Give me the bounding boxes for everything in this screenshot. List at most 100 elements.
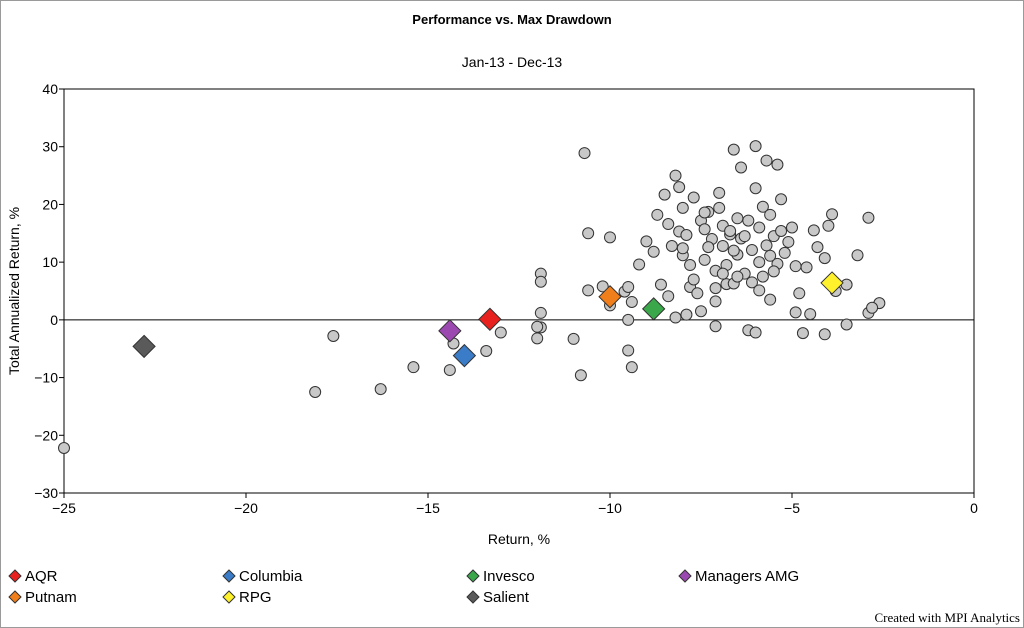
series-point-aqr: [478, 307, 502, 331]
peer-point: [680, 308, 693, 321]
peer-point: [753, 221, 766, 234]
peer-point: [789, 260, 802, 273]
peer-point: [771, 158, 784, 171]
peer-point: [735, 161, 748, 174]
peer-point: [749, 140, 762, 153]
peer-point: [818, 328, 831, 341]
series-point-salient: [132, 334, 156, 359]
legend-label: Managers AMG: [695, 568, 799, 585]
peer-point: [731, 212, 744, 225]
chart-title: Performance vs. Max Drawdown: [412, 12, 611, 27]
legend-label: Salient: [483, 589, 530, 606]
peer-point: [691, 287, 704, 300]
peer-point: [680, 229, 693, 242]
chart-subtitle: Jan-13 - Dec-13: [462, 54, 563, 70]
peer-point: [702, 241, 715, 254]
peer-point: [753, 284, 766, 297]
peer-point: [669, 169, 682, 182]
peer-point: [793, 287, 806, 300]
peer-point: [775, 193, 788, 206]
legend-marker: [466, 569, 480, 583]
peer-point: [531, 332, 544, 345]
legend-marker: [8, 569, 22, 583]
peer-point: [494, 326, 507, 339]
peer-point: [327, 330, 340, 343]
peer-point: [822, 219, 835, 232]
peer-point: [687, 273, 700, 286]
peer-point: [713, 201, 726, 214]
peer-point: [669, 311, 682, 324]
peer-point: [676, 242, 689, 255]
y-tick-label: 0: [50, 312, 58, 328]
peer-point: [531, 320, 544, 333]
peer-point: [407, 361, 420, 374]
x-tick-label: −10: [598, 500, 622, 516]
peer-point: [862, 211, 875, 224]
peer-point: [745, 276, 758, 289]
peer-point: [574, 369, 587, 382]
legend-marker: [222, 590, 236, 604]
peer-point: [742, 214, 755, 227]
peer-point: [756, 270, 769, 283]
peer-point: [716, 239, 729, 252]
peer-point: [709, 320, 722, 333]
peer-point: [749, 182, 762, 195]
peer-point: [804, 308, 817, 321]
peer-point: [826, 208, 839, 221]
plot-area: [63, 88, 975, 494]
series-point-managers-amg: [438, 319, 462, 343]
peer-point: [745, 244, 758, 257]
peer-point: [840, 318, 853, 331]
peer-point: [789, 306, 802, 319]
peer-point: [534, 275, 547, 288]
peer-point: [760, 239, 773, 252]
peer-point: [731, 270, 744, 283]
peer-point: [800, 261, 813, 274]
legend: AQR Columbia Invesco Managers AMG Putnam RPG S…: [8, 568, 799, 606]
x-tick-label: −15: [416, 500, 440, 516]
peer-point: [309, 386, 322, 398]
peer-points: [58, 140, 886, 454]
peer-point: [807, 224, 820, 237]
legend-marker: [466, 590, 480, 604]
peer-point: [622, 313, 635, 326]
peer-point: [596, 280, 609, 293]
peer-point: [713, 186, 726, 199]
y-tick-label: 20: [42, 196, 58, 212]
peer-point: [764, 208, 777, 221]
legend-label: AQR: [25, 568, 58, 585]
peer-point: [625, 361, 638, 374]
peer-point: [760, 154, 773, 167]
legend-label: RPG: [239, 589, 272, 606]
peer-point: [374, 383, 387, 396]
peer-point: [727, 244, 740, 257]
peer-point: [567, 332, 580, 345]
peer-point: [665, 239, 678, 252]
peer-point: [698, 206, 711, 219]
legend-label: Putnam: [25, 589, 77, 606]
peer-point: [651, 208, 664, 221]
x-tick-label: −25: [52, 500, 76, 516]
peer-point: [58, 441, 70, 454]
legend-label: Invesco: [483, 568, 535, 585]
peer-point: [647, 245, 660, 258]
peer-point: [764, 293, 777, 306]
peer-point: [480, 345, 493, 358]
y-tick-label: 30: [42, 139, 58, 155]
peer-point: [764, 249, 777, 262]
peer-point: [709, 295, 722, 308]
peer-point: [840, 278, 853, 291]
peer-point: [767, 265, 780, 278]
peer-point: [662, 218, 675, 231]
peer-point: [709, 282, 722, 295]
peer-point: [716, 267, 729, 280]
y-tick-label: 40: [42, 81, 58, 97]
peer-point: [698, 223, 711, 236]
legend-marker: [8, 590, 22, 604]
peer-point: [662, 290, 675, 303]
x-tick-label: −5: [784, 500, 800, 516]
x-tick-label: −20: [234, 500, 258, 516]
peer-point: [796, 327, 809, 340]
peer-point: [866, 301, 879, 314]
